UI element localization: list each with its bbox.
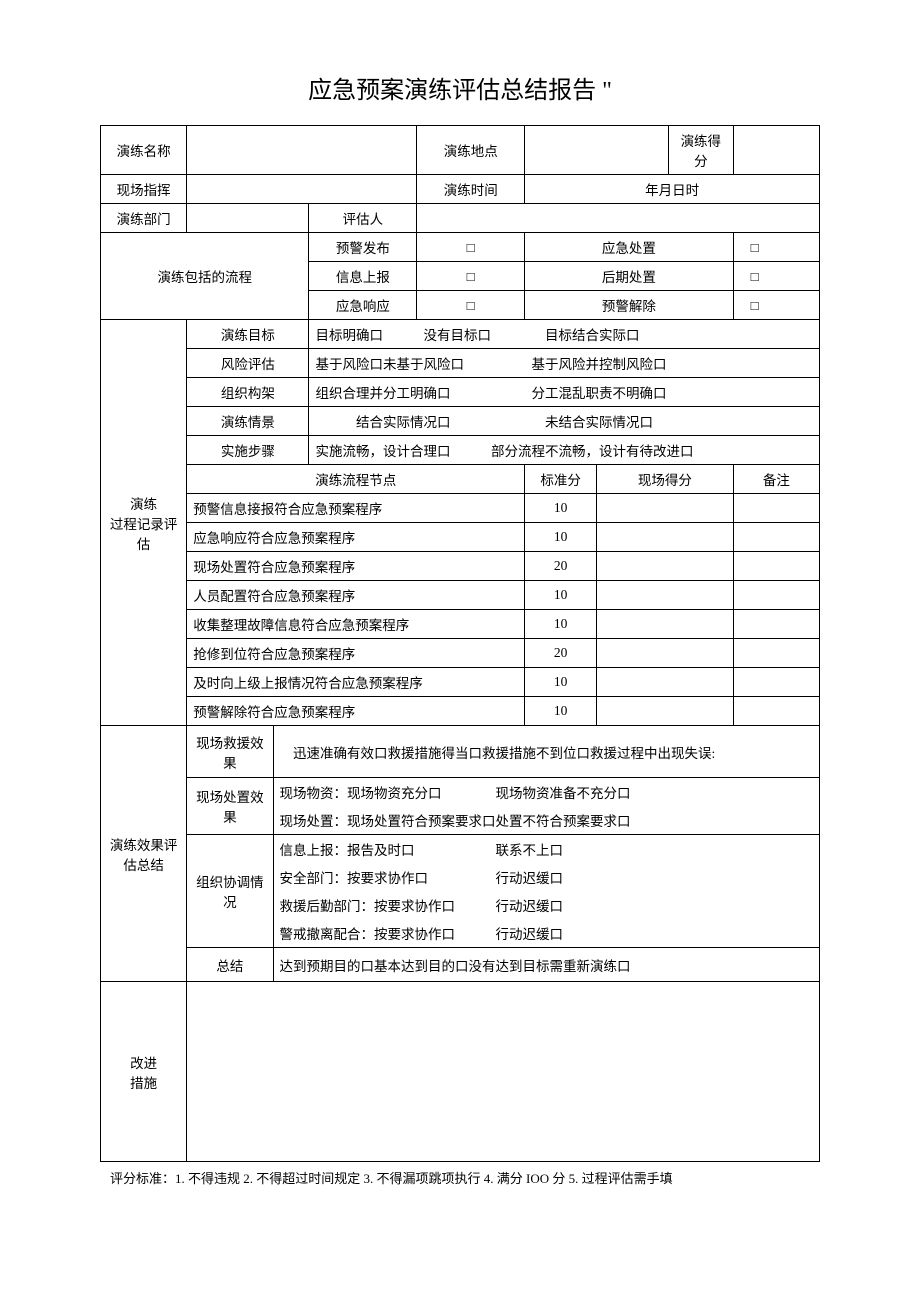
effect-1-label: 现场处置效果 [187,778,273,835]
process-b0: 应急处置 [525,233,733,262]
node-2-note [733,552,819,581]
node-1-field [597,523,734,552]
node-4-std: 10 [525,610,597,639]
node-5-note [733,639,819,668]
footnote: 评分标准：1. 不得违规 2. 不得超过时间规定 3. 不得漏项跳项执行 4. … [100,1168,820,1187]
process-b1: 后期处置 [525,262,733,291]
effect-2-label: 组织协调情况 [187,835,273,948]
node-3-name: 人员配置符合应急预案程序 [187,581,525,610]
node-5-name: 抢修到位符合应急预案程序 [187,639,525,668]
improve-label: 改进 措施 [101,982,187,1162]
score-val [733,126,819,175]
node-0-std: 10 [525,494,597,523]
effect-0-label: 现场救援效果 [187,726,273,778]
location-label: 演练地点 [417,126,525,175]
node-header-std: 标准分 [525,465,597,494]
node-5-field [597,639,734,668]
node-0-field [597,494,734,523]
node-0-note [733,494,819,523]
crit-text-3: 结合实际情况口 未结合实际情况口 [309,407,820,436]
process-a1: 信息上报 [309,262,417,291]
name-label: 演练名称 [101,126,187,175]
evaluator-label: 评估人 [309,204,417,233]
node-header-field: 现场得分 [597,465,734,494]
node-6-field [597,668,734,697]
score-label: 演练得分 [668,126,733,175]
process-section-label: 演练包括的流程 [101,233,309,320]
node-7-std: 10 [525,697,597,726]
location-val [525,126,669,175]
node-0-name: 预警信息接报符合应急预案程序 [187,494,525,523]
node-1-std: 10 [525,523,597,552]
crit-label-3: 演练情景 [187,407,309,436]
node-4-field [597,610,734,639]
effect-section-label: 演练效果评估总结 [101,726,187,982]
effect-1-line1: 现场处置：现场处置符合预案要求口处置不符合预案要求口 [273,806,819,835]
node-4-note [733,610,819,639]
time-val: 年月日时 [525,175,820,204]
crit-label-0: 演练目标 [187,320,309,349]
process-a2: 应急响应 [309,291,417,320]
doc-title: 应急预案演练评估总结报告 " [100,70,820,105]
effect-2-line2: 救援后勤部门：按要求协作口 行动迟缓口 [273,891,819,919]
node-7-name: 预警解除符合应急预案程序 [187,697,525,726]
process-a0-check: □ [417,233,525,262]
report-table: 演练名称 演练地点 演练得分 现场指挥 演练时间 年月日时 演练部门 评估人 演… [100,125,820,1162]
node-7-note [733,697,819,726]
evaluator-val [417,204,820,233]
process-b0-check: □ [733,233,776,262]
process-b2-check: □ [733,291,776,320]
effect-1-line0: 现场物资：现场物资充分口 现场物资准备不充分口 [273,778,819,807]
node-6-name: 及时向上级上报情况符合应急预案程序 [187,668,525,697]
node-2-std: 20 [525,552,597,581]
crit-label-2: 组织构架 [187,378,309,407]
time-label: 演练时间 [417,175,525,204]
effect-2-line0: 信息上报：报告及时口 联系不上口 [273,835,819,864]
commander-val [187,175,417,204]
crit-label-1: 风险评估 [187,349,309,378]
crit-text-2: 组织合理并分工明确口 分工混乱职责不明确口 [309,378,820,407]
dept-label: 演练部门 [101,204,187,233]
node-5-std: 20 [525,639,597,668]
node-4-name: 收集整理故障信息符合应急预案程序 [187,610,525,639]
node-header-name: 演练流程节点 [187,465,525,494]
node-3-field [597,581,734,610]
node-1-name: 应急响应符合应急预案程序 [187,523,525,552]
effect-2-line1: 安全部门：按要求协作口 行动迟缓口 [273,863,819,891]
node-header-note: 备注 [733,465,819,494]
node-6-std: 10 [525,668,597,697]
commander-label: 现场指挥 [101,175,187,204]
crit-text-1: 基于风险口未基于风险口 基于风险并控制风险口 [309,349,820,378]
node-3-note [733,581,819,610]
name-val [187,126,417,175]
process-a1-check: □ [417,262,525,291]
crit-text-0: 目标明确口 没有目标口 目标结合实际口 [309,320,820,349]
node-7-field [597,697,734,726]
effect-0-line0: 迅速准确有效口救援措施得当口救援措施不到位口救援过程中出现失误: [273,726,819,778]
crit-label-4: 实施步骤 [187,436,309,465]
improve-val [187,982,820,1162]
node-2-name: 现场处置符合应急预案程序 [187,552,525,581]
effect-3-line0: 达到预期目的口基本达到目的口没有达到目标需重新演练口 [273,948,819,982]
process-b2: 预警解除 [525,291,733,320]
node-2-field [597,552,734,581]
process-a2-check: □ [417,291,525,320]
eval-section-label: 演练 过程记录评 估 [101,320,187,726]
node-1-note [733,523,819,552]
node-3-std: 10 [525,581,597,610]
effect-3-label: 总结 [187,948,273,982]
crit-text-4: 实施流畅，设计合理口 部分流程不流畅，设计有待改进口 [309,436,820,465]
process-b1-check: □ [733,262,776,291]
process-a0: 预警发布 [309,233,417,262]
node-6-note [733,668,819,697]
effect-2-line3: 警戒撤离配合：按要求协作口 行动迟缓口 [273,919,819,948]
dept-val [187,204,309,233]
